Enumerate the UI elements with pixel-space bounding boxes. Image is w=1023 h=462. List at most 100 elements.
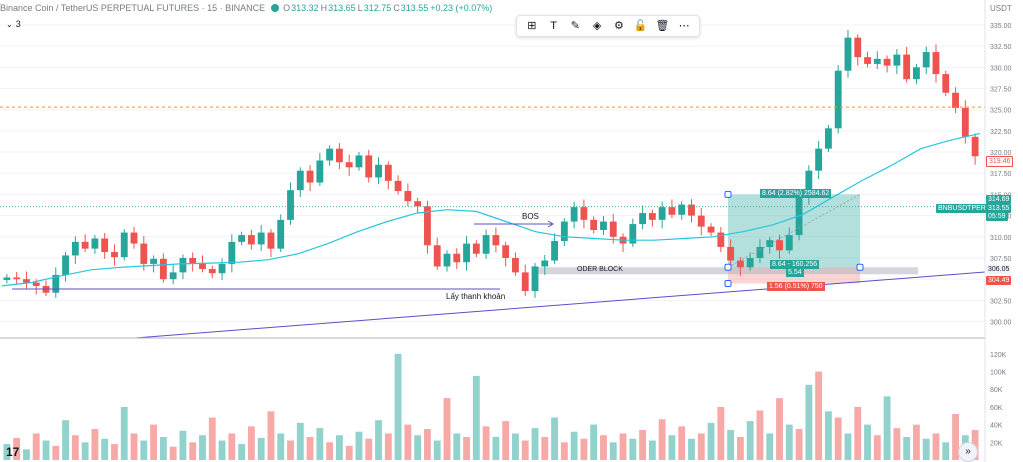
volume-bar [707,422,715,460]
candle-body [111,252,118,258]
volume-bar [355,431,363,460]
candle-body [159,258,167,280]
line-color-icon[interactable]: ✎ [570,20,580,32]
lock-icon[interactable]: 🔓 [633,20,648,32]
low-label: L [357,3,363,13]
delete-icon[interactable]: 🗑 [655,20,670,32]
drawing-overlays[interactable] [0,106,986,339]
current-price-tag: 319.46 [986,156,1014,167]
drawing-floating-toolbar: ⊞ T ✎ ◈ ⚙ 🔓 🗑 ⋯ [516,15,700,37]
rising-trendline [134,271,986,339]
candle-body [727,246,735,261]
volume-tick-label: 80K [990,387,1003,394]
volume-bar [922,438,930,460]
volume-bar [13,437,21,460]
volume-bar [932,433,940,460]
candle-body [629,224,637,244]
volume-bar [228,433,236,460]
volume-bar [189,442,197,460]
candle-body [776,240,783,251]
volume-bar [394,353,402,460]
order-block-label[interactable]: ODER BLOCK [577,266,623,273]
candle-body [502,245,510,258]
volume-bar [893,428,901,460]
volume-bar [375,420,382,460]
candle-body [296,170,304,191]
candle-body [218,263,226,274]
price-axis[interactable]: 335.00 332.50 330.00 327.50 325.00 322.50 320.… [990,23,1012,327]
volume-bar [247,426,255,460]
candle-body [23,279,30,283]
candle-body [169,272,177,280]
volume-bar [824,411,832,460]
candle-body [394,180,402,192]
candle-body [130,232,138,244]
candle-body [71,241,79,256]
candle-body [873,58,881,64]
candle-body [668,207,676,215]
settings-icon[interactable]: ⚙ [613,20,624,32]
volume-bar [834,417,842,460]
candle-body [375,164,382,178]
candle-body [678,204,686,215]
candle-body [199,263,206,269]
volume-bar [883,396,891,460]
volume-axis: 120K 100K 80K 60K 40K 20K [990,352,1007,447]
bos-label[interactable]: BOS [522,212,539,221]
entry-label-1[interactable]: 8.64 - 160.256 [770,260,820,269]
symbol-title[interactable]: Binance Coin / TetherUS PERPETUAL FUTURE… [0,3,266,13]
candle-body [424,206,431,246]
volume-tick-label: 20K [990,440,1003,447]
candle-body [306,170,314,183]
volume-bar [71,435,79,460]
market-open-icon [271,4,280,12]
volume-bar [3,444,11,460]
price-tick-label: 322.50 [990,129,1012,136]
volume-bar [101,438,109,460]
more-icon[interactable]: ⋯ [678,20,690,32]
scroll-to-realtime-button[interactable]: » [958,442,978,462]
volume-tick-label: 100K [990,370,1007,377]
candle-body [453,253,461,263]
candle-body [531,266,539,292]
candle-body [834,70,842,129]
candle-body [864,57,871,64]
entry-label-2[interactable]: 5.54 [786,268,804,277]
template-icon[interactable]: ⊞ [527,20,537,32]
volume-bar [805,384,813,460]
candle-body [893,54,901,66]
stop-label[interactable]: 1.56 (0.51%) 750 [767,282,825,291]
fill-color-icon[interactable]: ◈ [592,20,602,32]
volume-bar [776,398,783,460]
candle-body [287,190,294,220]
chart-legend-header: Binance Coin / TetherUS PERPETUAL FUTURE… [0,0,492,16]
candle-body [91,238,99,249]
indicator-collapse-toggle[interactable]: ⌄ 3 [6,19,21,29]
candle-body [277,219,285,249]
candle-body [326,148,334,161]
candle-body [140,243,148,264]
high-value: 313.65 [328,3,356,13]
liquidity-label[interactable]: Lấy thanh khoản [446,292,506,301]
candle-body [697,215,705,227]
candle-body [658,207,666,220]
candle-body [952,92,959,108]
candle-body [345,162,353,168]
candle-body [482,235,490,254]
price-tick-label: 317.50 [990,171,1012,178]
candle-body [756,246,764,258]
volume-bar [570,431,578,460]
candle-body [922,52,930,68]
target-label[interactable]: 8.64 (2.82%) 2584.62 [760,189,832,198]
badge-price: 313.55 [986,204,1012,213]
text-icon[interactable]: T [550,20,557,32]
candle-body [228,241,236,264]
price-tick-label: 335.00 [990,23,1012,30]
volume-bar [179,430,187,460]
volume-bar [482,426,490,460]
candle-body [932,52,940,75]
volume-bar [218,440,226,460]
candle-body [472,243,480,254]
candle-body [81,241,89,249]
